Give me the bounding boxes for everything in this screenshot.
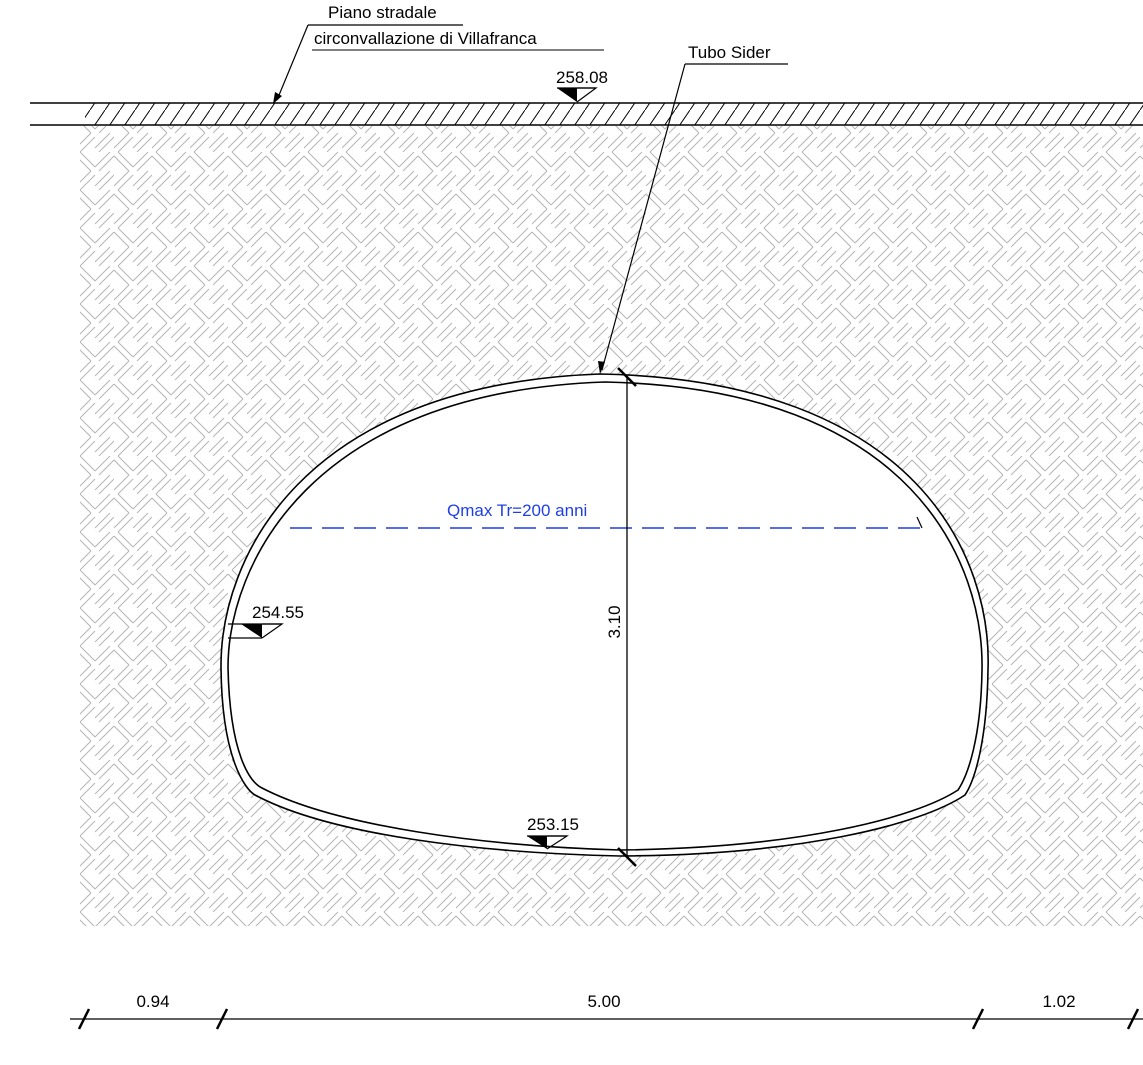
- elevation-marker-springline: [228, 623, 284, 639]
- water-level-label: Qmax Tr=200 anni: [447, 501, 587, 520]
- road-label-line1: Piano stradale: [328, 3, 437, 22]
- dimension-right: 1.02: [1042, 992, 1075, 1011]
- elevation-marker-road: [557, 87, 598, 103]
- road-leader: [273, 24, 463, 104]
- height-dimension: [617, 367, 637, 867]
- pipe-label: Tubo Sider: [688, 43, 771, 62]
- pipe-outer-wall: [220, 373, 989, 857]
- elevation-road: 258.08: [556, 68, 608, 87]
- pipe-leader: [598, 63, 788, 374]
- elevation-marker-invert: [527, 835, 570, 850]
- dimension-left: 0.94: [136, 992, 169, 1011]
- width-dimension-chain: [70, 1008, 1143, 1030]
- road-label-line2: circonvallazione di Villafranca: [314, 29, 537, 48]
- dimension-width: 5.00: [587, 992, 620, 1011]
- elevation-springline: 254.55: [252, 603, 304, 622]
- elevation-invert: 253.15: [527, 815, 579, 834]
- road-surface: [30, 102, 1143, 126]
- height-dimension-label: 3.10: [605, 605, 624, 638]
- soil-hatch: [80, 126, 1143, 926]
